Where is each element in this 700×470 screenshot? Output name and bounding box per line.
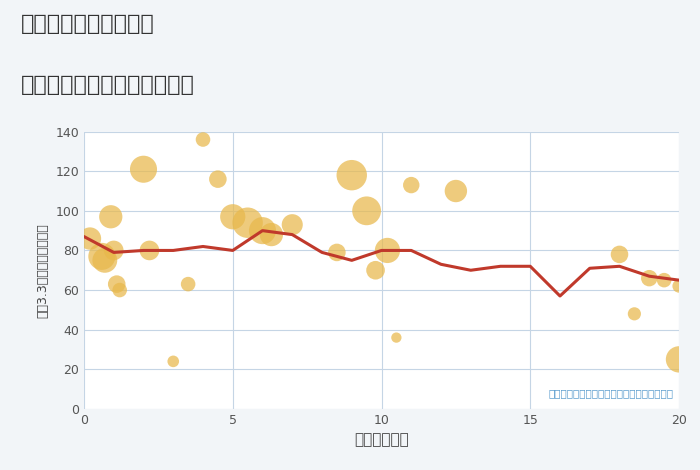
Point	[257, 227, 268, 235]
Point	[114, 286, 125, 294]
Point	[99, 257, 111, 264]
Point	[629, 310, 640, 318]
Point	[331, 249, 342, 256]
Point	[644, 274, 655, 282]
Point	[108, 247, 119, 254]
Point	[614, 251, 625, 258]
Text: 三重県津市芸濃町林の: 三重県津市芸濃町林の	[21, 14, 155, 34]
Point	[183, 280, 194, 288]
X-axis label: 駅距離（分）: 駅距離（分）	[354, 432, 409, 447]
Point	[138, 165, 149, 173]
Y-axis label: 坪（3.3㎡）単価（万円）: 坪（3.3㎡）単価（万円）	[36, 223, 50, 318]
Point	[96, 253, 108, 260]
Point	[361, 207, 372, 215]
Point	[168, 358, 179, 365]
Point	[227, 213, 238, 220]
Point	[144, 247, 155, 254]
Point	[450, 187, 461, 195]
Text: 円の大きさは、取引のあった物件面積を示す: 円の大きさは、取引のあった物件面積を示す	[548, 388, 673, 398]
Point	[266, 231, 277, 238]
Point	[659, 276, 670, 284]
Point	[370, 266, 381, 274]
Point	[391, 334, 402, 341]
Text: 駅距離別中古マンション価格: 駅距離別中古マンション価格	[21, 75, 195, 95]
Point	[406, 181, 417, 189]
Point	[242, 219, 253, 227]
Point	[84, 235, 95, 243]
Point	[105, 213, 116, 220]
Point	[673, 282, 685, 290]
Point	[197, 136, 209, 143]
Point	[382, 247, 393, 254]
Point	[673, 356, 685, 363]
Point	[287, 221, 298, 228]
Point	[111, 280, 122, 288]
Point	[346, 172, 357, 179]
Point	[212, 175, 223, 183]
